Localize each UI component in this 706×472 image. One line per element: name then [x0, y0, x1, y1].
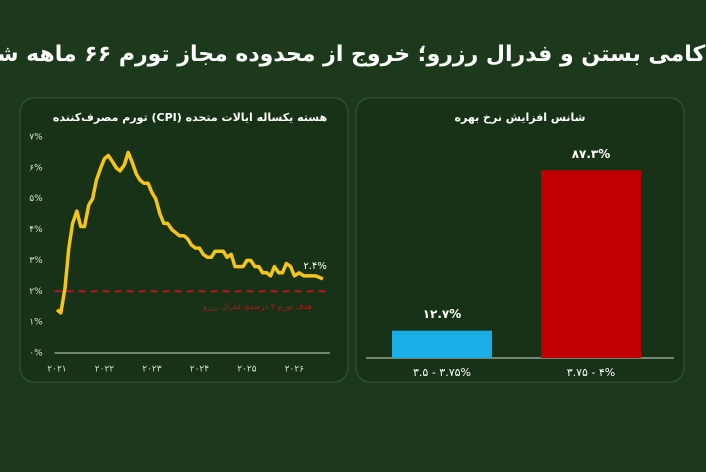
x-tick-label: ۳.۵ - ۳.۷۵%: [413, 366, 471, 379]
bar: [392, 330, 492, 358]
y-tick-label: ۷%: [29, 133, 43, 143]
x-tick-label: ۲۰۲۳: [142, 365, 162, 375]
x-tick-label: ۲۰۲۱: [47, 365, 66, 375]
target-label: هدف تورم ۲ درصدی فدرال رزرو: [202, 302, 312, 311]
end-label: ۲.۴%: [303, 261, 326, 272]
x-tick-label: ۲۰۲۵: [237, 365, 257, 375]
line: [55, 150, 324, 315]
y-tick-label: ۳%: [29, 256, 43, 266]
value-label: ۱۲.۷%: [423, 307, 462, 321]
y-tick-label: ۵%: [29, 194, 43, 204]
x-tick-label: ۲۰۲۶: [285, 365, 305, 375]
y-tick-label: ۴%: [29, 225, 43, 235]
y-tick-label: ۶%: [29, 163, 43, 173]
y-tick-label: ۲%: [29, 287, 43, 297]
y-tick-label: ۰%: [29, 349, 43, 359]
x-tick-label: ۳.۷۵ - ۴%: [567, 366, 616, 379]
x-tick-label: ۲۰۲۲: [95, 365, 115, 375]
x-tick-label: ۲۰۲۴: [190, 365, 210, 375]
chart-title: شانس افزایش نرخ بهره: [454, 111, 585, 124]
chart-title: تورم مصرف‌کننده (CPI) هسته یکساله ایالات…: [53, 111, 327, 124]
value-label: ۸۷.۳%: [572, 147, 611, 161]
page-title: ناکامی بستن و فدرال رزرو؛ خروج از محدوده…: [0, 42, 706, 67]
y-tick-label: ۱%: [29, 318, 43, 328]
bar: [541, 170, 641, 358]
